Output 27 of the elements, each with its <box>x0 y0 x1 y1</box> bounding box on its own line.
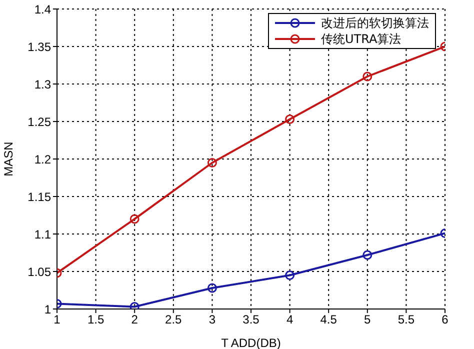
y-tick-label: 1.2 <box>34 152 52 166</box>
y-tick-label: 1.25 <box>28 114 52 129</box>
x-tick-label: 3.5 <box>242 312 260 327</box>
point <box>207 158 217 168</box>
y-tick-label: 1.15 <box>28 190 52 204</box>
legend-label: 传统UTRA算法 <box>321 30 402 48</box>
y-tick-label: 1 <box>44 302 52 316</box>
x-tick-label: 1 <box>54 312 61 327</box>
x-tick-label: 5.5 <box>398 312 415 327</box>
x-tick-label: 4.5 <box>320 312 338 327</box>
legend-label: 改进后的软切换算法 <box>321 14 429 32</box>
x-tick-label: 4 <box>286 312 294 327</box>
x-tick-label: 2.5 <box>165 312 182 327</box>
x-tick-label: 3 <box>208 312 216 327</box>
x-tick-label: 1.5 <box>87 312 104 327</box>
y-tick-label: 1.1 <box>34 227 52 242</box>
point <box>285 270 295 280</box>
y-tick-label: 1.4 <box>34 2 52 16</box>
x-tick-label: 6 <box>442 312 449 327</box>
y-tick-label: 1.3 <box>34 77 52 92</box>
x-tick-label: 2 <box>131 312 138 327</box>
y-axis-title: MASN <box>1 142 16 176</box>
point <box>285 114 295 124</box>
x-tick-label: 5 <box>364 312 372 327</box>
point <box>207 283 217 293</box>
y-tick-label: 1.35 <box>28 40 52 54</box>
y-tick-label: 1.05 <box>28 264 52 279</box>
